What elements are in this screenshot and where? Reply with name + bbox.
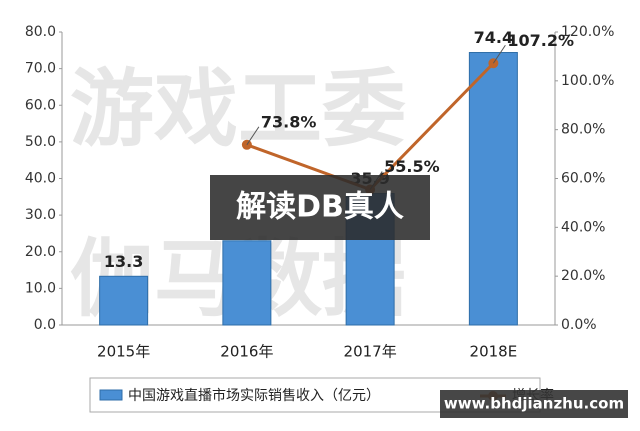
y-tick-label: 80.0 xyxy=(25,24,56,40)
site-badge xyxy=(440,390,628,418)
y-tick-label: 60.0 xyxy=(25,97,56,113)
banner xyxy=(210,175,430,240)
banner-text: 解读DB真人 xyxy=(236,190,404,225)
bar xyxy=(468,52,518,326)
x-tick-label: 2018E xyxy=(470,343,518,361)
y2-tick-label: 40.0% xyxy=(561,219,605,235)
y-tick-label: 30.0 xyxy=(25,207,56,223)
x-tick-label: 2017年 xyxy=(344,343,397,361)
legend-label: 中国游戏直播市场实际销售收入（亿元） xyxy=(128,387,380,404)
y-tick-label: 70.0 xyxy=(25,61,56,77)
y2-tick-label: 60.0% xyxy=(561,171,605,187)
y-tick-label: 40.0 xyxy=(25,171,56,187)
x-tick-label: 2016年 xyxy=(220,343,273,361)
bar xyxy=(222,240,272,326)
y-tick-label: 50.0 xyxy=(25,134,56,150)
line-value-label: 73.8% xyxy=(261,112,317,131)
y2-tick-label: 0.0% xyxy=(561,317,597,333)
y2-tick-label: 80.0% xyxy=(561,122,605,138)
y-tick-label: 10.0 xyxy=(25,280,56,296)
site-text: www.bhdjianzhu.com xyxy=(444,395,624,413)
y2-tick-label: 120.0% xyxy=(561,24,614,40)
watermark-text: 游戏工委 xyxy=(70,60,406,158)
label-leader xyxy=(246,126,260,146)
x-tick-label: 2015年 xyxy=(97,343,150,361)
legend-swatch xyxy=(99,389,123,401)
line-value-label: 55.5% xyxy=(384,157,440,176)
y-tick-label: 20.0 xyxy=(25,244,56,260)
bar-value-label: 13.3 xyxy=(104,252,143,271)
line-value-label: 107.2% xyxy=(507,31,574,50)
y2-tick-label: 20.0% xyxy=(561,268,605,284)
y2-tick-label: 100.0% xyxy=(561,73,614,89)
bar xyxy=(99,275,149,326)
y-tick-label: 0.0 xyxy=(34,317,56,333)
bar-value-label: 74.4 xyxy=(474,28,513,47)
label-leader xyxy=(492,44,506,64)
